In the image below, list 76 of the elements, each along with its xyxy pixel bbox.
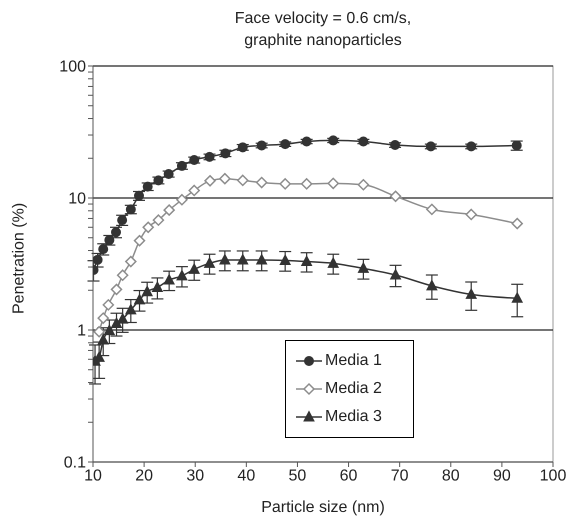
point bbox=[511, 218, 523, 230]
point bbox=[390, 140, 400, 150]
point bbox=[97, 312, 109, 324]
point bbox=[256, 176, 268, 188]
legend-label: Media 3 bbox=[325, 408, 382, 426]
point bbox=[102, 299, 114, 311]
x-tick-label: 20 bbox=[135, 467, 154, 484]
point bbox=[426, 141, 436, 152]
y-tick-label: 10 bbox=[68, 190, 86, 208]
point bbox=[358, 136, 368, 146]
point bbox=[104, 324, 115, 336]
point bbox=[256, 140, 267, 150]
x-tick-label: 70 bbox=[390, 467, 409, 484]
chart-title: Face velocity = 0.6 cm/s, graphite nanoparticles bbox=[234, 9, 412, 51]
point bbox=[512, 292, 523, 303]
point bbox=[219, 172, 231, 184]
point bbox=[426, 204, 438, 216]
point bbox=[204, 152, 215, 162]
point bbox=[279, 178, 291, 190]
x-tick-label: 60 bbox=[340, 467, 358, 484]
x-tick-label: 100 bbox=[540, 467, 566, 484]
point bbox=[327, 178, 339, 190]
point bbox=[256, 254, 268, 265]
point bbox=[98, 334, 109, 344]
legend-label: Media 1 bbox=[325, 352, 382, 370]
point bbox=[466, 141, 476, 152]
point bbox=[142, 286, 153, 296]
x-tick-label: 50 bbox=[288, 467, 306, 484]
x-tick-label: 90 bbox=[492, 467, 511, 484]
point bbox=[204, 257, 216, 268]
point bbox=[237, 254, 248, 265]
y-tick-label: 1 bbox=[77, 322, 86, 340]
point bbox=[280, 254, 291, 266]
point bbox=[300, 178, 312, 190]
point bbox=[390, 190, 402, 202]
point bbox=[280, 139, 290, 150]
legend-label: Media 2 bbox=[325, 380, 382, 398]
point bbox=[426, 280, 438, 290]
point bbox=[466, 288, 477, 299]
x-axis-title: Particle size (nm) bbox=[261, 499, 385, 516]
point bbox=[152, 281, 163, 292]
point bbox=[188, 184, 200, 196]
point bbox=[111, 318, 122, 328]
y-axis-title: Penetration (%) bbox=[10, 202, 28, 314]
point bbox=[134, 294, 146, 304]
point bbox=[142, 222, 154, 234]
point bbox=[93, 326, 105, 338]
x-tick-label: 30 bbox=[186, 467, 204, 484]
point bbox=[465, 208, 477, 220]
point bbox=[390, 269, 402, 280]
point bbox=[152, 214, 164, 226]
point bbox=[358, 179, 370, 190]
point bbox=[110, 284, 122, 296]
point bbox=[125, 304, 136, 314]
point bbox=[116, 269, 128, 281]
y-tick-label: 100 bbox=[59, 58, 86, 76]
point bbox=[237, 174, 249, 186]
point bbox=[219, 254, 230, 265]
point bbox=[188, 263, 200, 274]
point bbox=[328, 257, 339, 268]
point bbox=[358, 262, 369, 273]
point bbox=[134, 234, 146, 246]
point bbox=[117, 313, 128, 324]
point bbox=[176, 270, 188, 280]
point bbox=[164, 274, 175, 285]
point bbox=[163, 204, 175, 216]
y-tick-label: 0.1 bbox=[64, 454, 86, 472]
point bbox=[204, 175, 216, 187]
point bbox=[176, 194, 188, 206]
x-tick-label: 10 bbox=[84, 467, 102, 484]
x-tick-label: 80 bbox=[442, 467, 460, 484]
point bbox=[301, 256, 312, 266]
x-tick-label: 40 bbox=[237, 467, 256, 484]
point bbox=[125, 256, 137, 268]
point bbox=[302, 136, 312, 146]
point bbox=[328, 135, 338, 146]
